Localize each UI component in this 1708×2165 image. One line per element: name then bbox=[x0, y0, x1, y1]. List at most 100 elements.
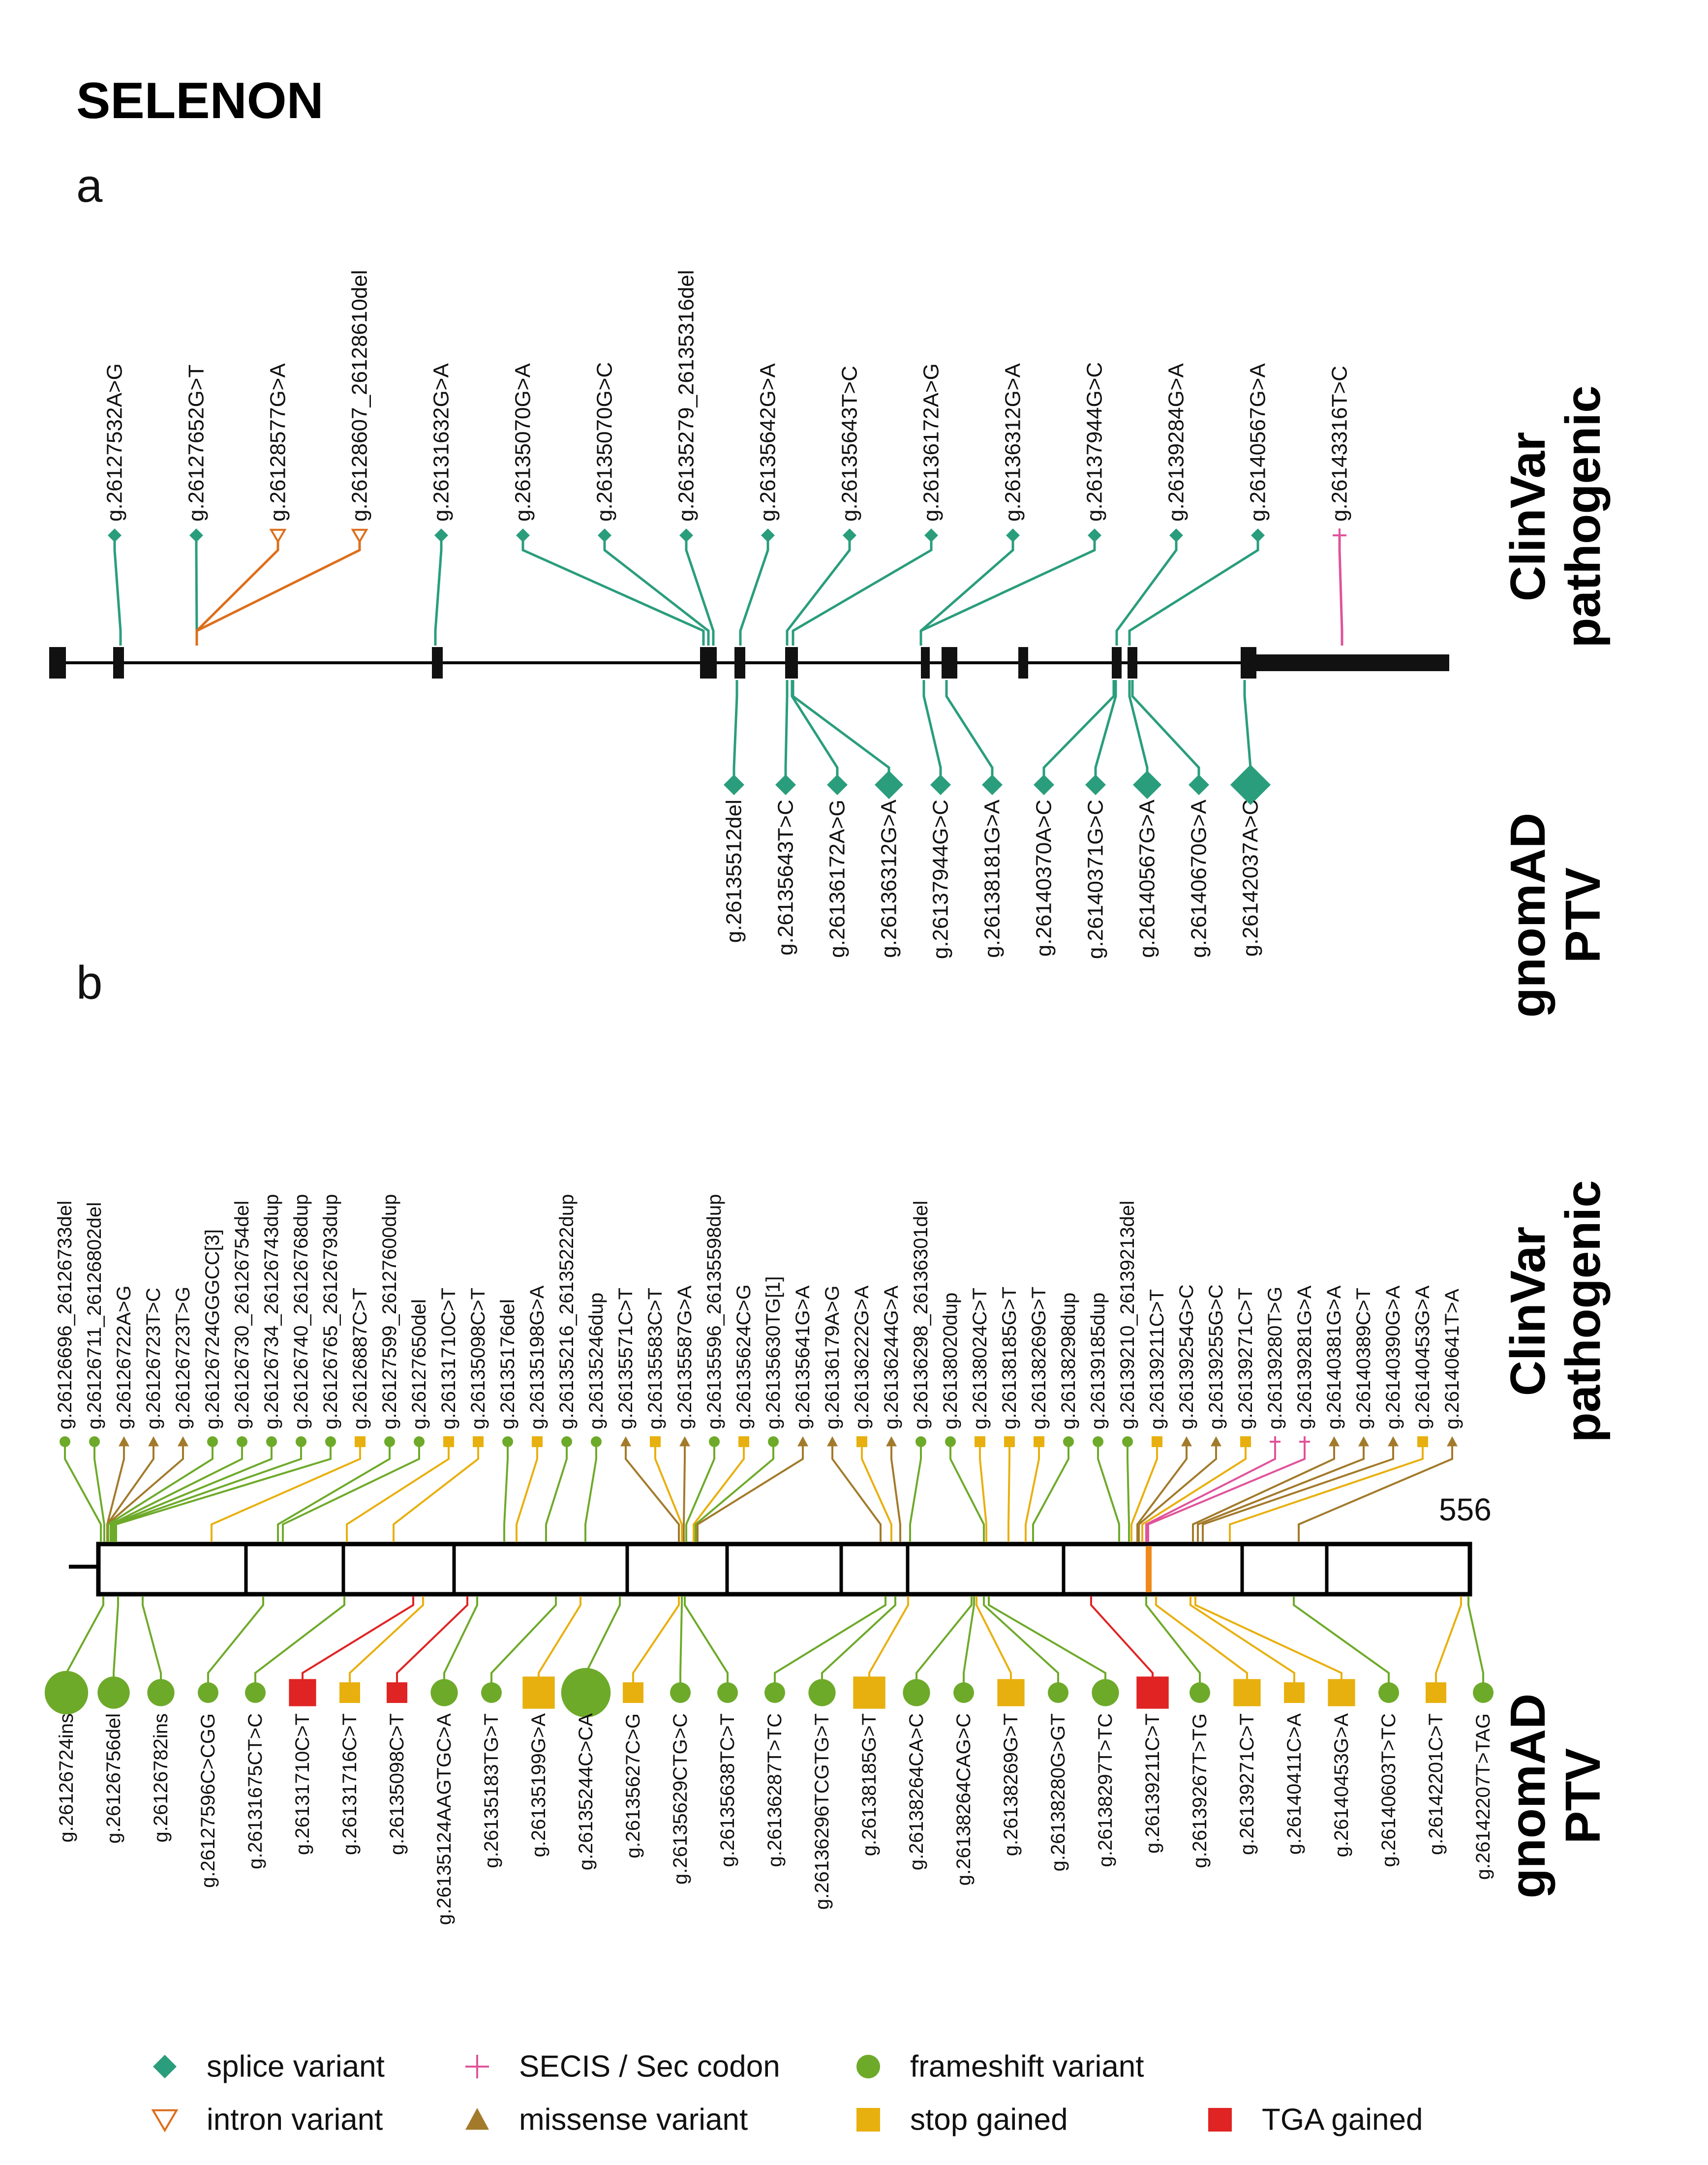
variant-label: g.26138020dup bbox=[940, 1293, 961, 1429]
variant-label: g.26139211C>T bbox=[1142, 1713, 1163, 1854]
legend-item-intron: intron variant bbox=[151, 2103, 383, 2137]
connector-line bbox=[976, 1596, 1012, 1693]
clinvar-variant: g.26127650del bbox=[282, 1299, 430, 1542]
variant-label: g.26135627C>G bbox=[622, 1713, 644, 1858]
clinvar-variant: g.26135198G>A bbox=[516, 1285, 548, 1542]
variant-label: g.26135630TG[1] bbox=[762, 1276, 784, 1429]
frameshift-variant-marker bbox=[207, 1436, 218, 1447]
splice-variant-marker bbox=[982, 774, 1003, 795]
clinvar-variant: g.26140389C>T bbox=[1197, 1288, 1374, 1542]
clinvar-variant: g.26135630TG[1] bbox=[695, 1276, 784, 1542]
frameshift-variant-marker bbox=[89, 1436, 100, 1447]
splice-variant-marker bbox=[189, 528, 203, 542]
clinvar-variant: g.26143316T>C bbox=[1328, 366, 1352, 646]
variant-label: g.26139254G>C bbox=[1176, 1284, 1197, 1429]
stop-gained-marker bbox=[997, 1679, 1025, 1706]
intron-variant-marker bbox=[151, 2109, 179, 2133]
splice-variant-marker bbox=[724, 774, 744, 795]
frameshift-variant-marker bbox=[856, 2055, 880, 2078]
variant-label: g.26140411C>A bbox=[1283, 1713, 1305, 1855]
variant-label: g.26140390G>A bbox=[1382, 1285, 1404, 1429]
variant-label: g.26138185G>T bbox=[999, 1287, 1020, 1429]
variant-label: g.26135176del bbox=[497, 1299, 518, 1429]
connector-line bbox=[277, 1442, 391, 1542]
exon-11 bbox=[1128, 647, 1137, 679]
missense-variant-marker bbox=[1211, 1436, 1221, 1447]
variant-label: g.26126711_26126802del bbox=[84, 1202, 105, 1429]
frameshift-variant-marker bbox=[1378, 1682, 1399, 1703]
frameshift-variant-marker bbox=[147, 1679, 175, 1706]
connector-line bbox=[211, 1442, 361, 1542]
connector-line bbox=[434, 535, 443, 646]
connector-line bbox=[685, 1442, 715, 1542]
variant-label: g.26127650del bbox=[408, 1299, 430, 1429]
secis-marker bbox=[1270, 1436, 1281, 1447]
splice-variant-marker bbox=[843, 528, 856, 542]
clinvar-variant: g.26131632G>A bbox=[429, 363, 454, 646]
gnomad-variant: g.26136172A>G bbox=[791, 680, 850, 958]
utr-3-prime bbox=[1256, 654, 1449, 671]
panel-a-gnomad-lollipops: g.26135512del g.26135643T>C g.26136172A>G g… bbox=[722, 680, 1271, 959]
gnomad-variant: g.26140603T>TC bbox=[1293, 1596, 1400, 1867]
variant-label: g.26126722A>G bbox=[113, 1286, 135, 1429]
variant-label: g.26140389C>T bbox=[1353, 1288, 1374, 1429]
legend-item-missense: missense variant bbox=[465, 2103, 748, 2137]
connector-line bbox=[603, 535, 710, 646]
splice-variant-marker bbox=[1189, 774, 1209, 795]
legend-label: intron variant bbox=[207, 2103, 383, 2137]
clinvar-variant: g.26131710C>T bbox=[346, 1288, 459, 1542]
connector-line bbox=[349, 1596, 424, 1693]
gnomad-variant: g.26140453G>A bbox=[1194, 1596, 1355, 1857]
gnomad-variant: g.26136296TCGTG>T bbox=[808, 1596, 896, 1910]
clinvar-variant: g.26139271C>T bbox=[1141, 1288, 1256, 1542]
clinvar-variant: g.26127599_26127600dup bbox=[277, 1194, 400, 1542]
clinvar-variant: g.26135246dup bbox=[584, 1293, 607, 1542]
gnomad-variant: g.26137944G>C bbox=[922, 680, 953, 959]
stop-gained-marker bbox=[1240, 1436, 1251, 1447]
variant-label: g.26138264CA>C bbox=[906, 1713, 927, 1870]
gnomad-variant: g.26135124AAGTGC>A bbox=[430, 1596, 478, 1925]
connector-line bbox=[521, 535, 705, 646]
legend-item-stop: stop gained bbox=[856, 2103, 1068, 2137]
connector-line bbox=[1141, 1442, 1247, 1542]
connector-line bbox=[909, 1442, 922, 1542]
connector-line bbox=[1127, 1442, 1130, 1542]
variant-label: g.26135643T>C bbox=[774, 800, 798, 956]
connector-line bbox=[732, 680, 738, 785]
variant-label: g.26131710C>T bbox=[292, 1713, 313, 1855]
gnomad-variant: g.26140567G>A bbox=[1128, 680, 1162, 958]
protein-box bbox=[96, 1542, 1472, 1597]
variant-label: g.26126696_26126733del bbox=[54, 1201, 76, 1429]
stop-gained-marker bbox=[339, 1682, 360, 1703]
missense-variant-marker bbox=[620, 1436, 631, 1447]
variant-label: g.26126765_26126793dup bbox=[320, 1194, 341, 1429]
variant-label: g.26140670G>A bbox=[1187, 799, 1211, 958]
connector-line bbox=[679, 1596, 683, 1693]
variant-label: g.26128607_26128610del bbox=[348, 270, 372, 522]
variant-label: g.26139281G>A bbox=[1294, 1285, 1315, 1429]
connector-line bbox=[784, 680, 789, 785]
splice-variant-marker bbox=[1034, 774, 1054, 795]
variant-label: g.26135583C>T bbox=[644, 1288, 666, 1429]
stop-gained-marker bbox=[443, 1436, 454, 1447]
variant-label: g.26126756del bbox=[103, 1713, 124, 1844]
gnomad-variant: g.26131710C>T bbox=[289, 1596, 414, 1855]
connector-line bbox=[1138, 1442, 1217, 1542]
stop-gained-marker bbox=[853, 1676, 885, 1709]
missense-variant-marker bbox=[178, 1436, 188, 1447]
variant-label: g.26137944G>C bbox=[929, 800, 953, 959]
variant-label: g.26126723T>G bbox=[172, 1287, 194, 1429]
variant-label: g.26138264CAG>C bbox=[953, 1713, 975, 1886]
clinvar-variant: g.26135571C>T bbox=[615, 1288, 680, 1542]
missense-variant-marker bbox=[1358, 1436, 1369, 1447]
connector-line bbox=[584, 1442, 597, 1542]
frameshift-variant-marker bbox=[325, 1436, 336, 1447]
gnomad-variant: g.26140411C>A bbox=[1190, 1596, 1305, 1855]
connector-line bbox=[195, 535, 198, 646]
clinvar-variant: g.26138298dup bbox=[1032, 1293, 1079, 1542]
clinvar-variant: g.26138024C>T bbox=[969, 1288, 991, 1542]
stop-gained-marker bbox=[1328, 1679, 1355, 1706]
track-title-line-2: PTV bbox=[1556, 867, 1611, 963]
variant-label: g.26135642G>A bbox=[756, 363, 780, 522]
missense-variant-marker bbox=[797, 1436, 808, 1447]
